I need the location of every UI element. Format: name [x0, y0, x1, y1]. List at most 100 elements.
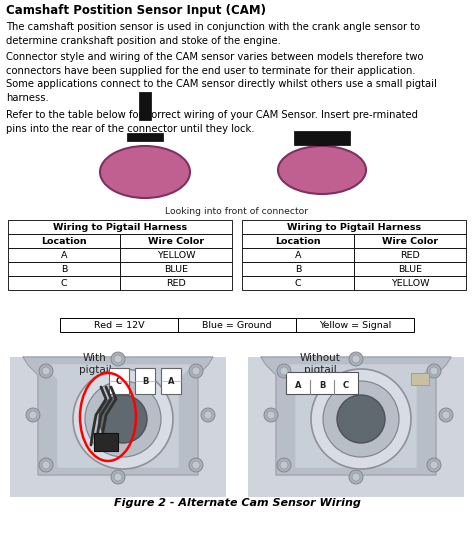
Bar: [8, 262, 120, 276]
Circle shape: [311, 369, 411, 469]
Bar: [354, 248, 466, 262]
Text: Camshaft Postition Sensor Input (CAM): Camshaft Postition Sensor Input (CAM): [6, 4, 266, 17]
Text: With
pigtail: With pigtail: [79, 353, 111, 375]
Bar: [242, 220, 466, 234]
Text: RED: RED: [166, 278, 186, 288]
Text: YELLOW: YELLOW: [157, 250, 195, 260]
Bar: [8, 220, 232, 234]
Text: The camshaft position sensor is used in conjunction with the crank angle sensor : The camshaft position sensor is used in …: [6, 22, 420, 45]
Circle shape: [85, 381, 161, 457]
Text: B: B: [319, 381, 325, 391]
Text: RED: RED: [400, 250, 420, 260]
Bar: [354, 234, 466, 248]
Circle shape: [39, 364, 53, 378]
Bar: [8, 234, 120, 248]
Text: Without
pigtail: Without pigtail: [300, 353, 340, 375]
Text: C: C: [61, 278, 67, 288]
Bar: [242, 262, 354, 276]
Circle shape: [337, 395, 385, 443]
Bar: [94, 433, 118, 451]
Bar: [120, 262, 232, 276]
Bar: [354, 276, 466, 290]
Circle shape: [430, 461, 438, 469]
Bar: [120, 234, 232, 248]
Circle shape: [114, 473, 122, 481]
Circle shape: [349, 470, 363, 484]
Circle shape: [439, 408, 453, 422]
Circle shape: [42, 461, 50, 469]
Circle shape: [29, 411, 37, 419]
Circle shape: [73, 369, 173, 469]
Bar: [8, 248, 120, 262]
Text: A: A: [295, 250, 301, 260]
Text: Blue = Ground: Blue = Ground: [202, 321, 272, 329]
Circle shape: [427, 364, 441, 378]
Text: Wire Color: Wire Color: [148, 237, 204, 246]
Bar: [60, 318, 414, 332]
Circle shape: [267, 411, 275, 419]
Circle shape: [277, 458, 291, 472]
Text: A: A: [61, 250, 67, 260]
Circle shape: [430, 367, 438, 375]
Bar: [294, 131, 350, 145]
Bar: [242, 276, 354, 290]
Circle shape: [264, 408, 278, 422]
Text: Connector style and wiring of the CAM sensor varies between models therefore two: Connector style and wiring of the CAM se…: [6, 52, 437, 103]
Circle shape: [114, 355, 122, 363]
Text: B: B: [295, 265, 301, 273]
Text: Refer to the table below for correct wiring of your CAM Sensor. Insert pre-rmina: Refer to the table below for correct wir…: [6, 110, 418, 134]
Bar: [135, 368, 155, 394]
Ellipse shape: [278, 146, 366, 194]
Text: C: C: [116, 378, 122, 386]
Circle shape: [204, 411, 212, 419]
Circle shape: [111, 470, 125, 484]
Bar: [10, 357, 226, 497]
Bar: [242, 248, 354, 262]
Bar: [354, 262, 466, 276]
Text: A: A: [295, 381, 301, 391]
Text: A: A: [168, 378, 174, 386]
Text: Red = 12V: Red = 12V: [94, 321, 144, 329]
Bar: [411, 373, 429, 385]
Text: YELLOW: YELLOW: [391, 278, 429, 288]
Text: Wire Color: Wire Color: [382, 237, 438, 246]
Polygon shape: [261, 357, 451, 475]
Bar: [120, 276, 232, 290]
Text: Figure 2 - Alternate Cam Sensor Wiring: Figure 2 - Alternate Cam Sensor Wiring: [114, 498, 360, 508]
Text: Yellow = Signal: Yellow = Signal: [319, 321, 391, 329]
Polygon shape: [23, 357, 213, 475]
Text: BLUE: BLUE: [164, 265, 188, 273]
Circle shape: [352, 355, 360, 363]
Circle shape: [442, 411, 450, 419]
Bar: [286, 372, 358, 394]
Circle shape: [192, 367, 200, 375]
Polygon shape: [281, 365, 431, 467]
Bar: [8, 276, 120, 290]
Text: B: B: [142, 378, 148, 386]
Circle shape: [201, 408, 215, 422]
Bar: [139, 92, 151, 120]
Circle shape: [280, 461, 288, 469]
Circle shape: [189, 458, 203, 472]
Circle shape: [323, 381, 399, 457]
Circle shape: [277, 364, 291, 378]
Polygon shape: [43, 365, 193, 467]
Text: Wiring to Pigtail Harness: Wiring to Pigtail Harness: [53, 222, 187, 231]
Text: C: C: [343, 381, 349, 391]
Circle shape: [189, 364, 203, 378]
Circle shape: [280, 367, 288, 375]
Bar: [120, 248, 232, 262]
Bar: [109, 368, 129, 394]
Circle shape: [26, 408, 40, 422]
Bar: [127, 133, 163, 141]
Text: Wiring to Pigtail Harness: Wiring to Pigtail Harness: [287, 222, 421, 231]
Circle shape: [111, 352, 125, 366]
Bar: [248, 357, 464, 497]
Ellipse shape: [100, 146, 190, 198]
Circle shape: [42, 367, 50, 375]
Circle shape: [99, 395, 147, 443]
Text: Location: Location: [41, 237, 87, 246]
Bar: [161, 368, 181, 394]
Circle shape: [349, 352, 363, 366]
Circle shape: [352, 473, 360, 481]
